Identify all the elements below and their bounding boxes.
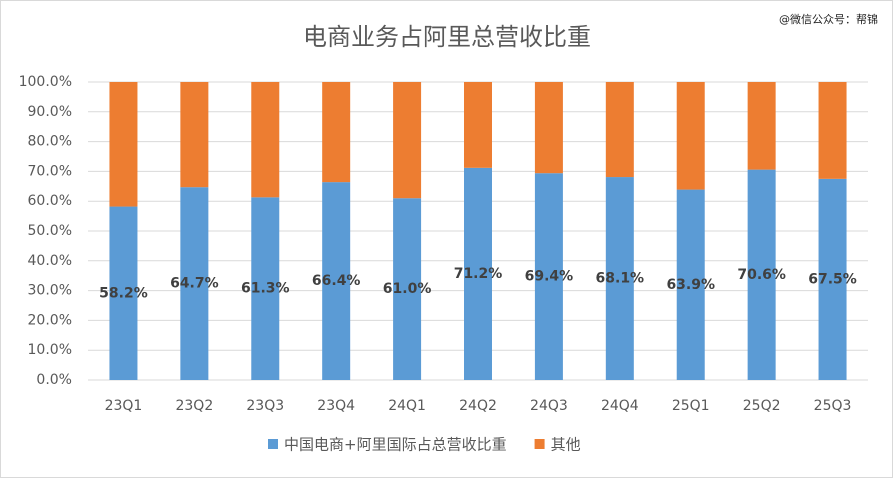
x-tick-label: 24Q4 [601,398,639,414]
value-label: 67.5% [808,271,857,287]
y-tick-label: 30.0% [28,283,72,299]
bar-segment [676,82,705,190]
bar-segment [180,82,209,188]
y-tick-label: 40.0% [28,253,72,269]
value-label: 69.4% [525,269,574,285]
bar-segment [109,82,138,207]
y-tick-label: 50.0% [28,223,72,239]
bar-segment [109,206,138,380]
legend-label: 中国电商+阿里国际占总营收比重 [284,436,507,454]
x-tick-label: 23Q1 [105,398,143,414]
bar-segment [464,167,492,380]
legend-label: 其他 [551,436,581,454]
x-tick-label: 25Q1 [672,398,710,414]
value-label: 64.7% [170,276,219,292]
y-tick-label: 10.0% [28,342,72,358]
value-label: 68.1% [596,271,645,287]
legend-swatch [534,439,545,449]
y-tick-label: 0.0% [36,372,72,388]
bar-segment [322,82,351,183]
bar-segment [534,173,563,380]
bar-segment [251,82,280,198]
x-tick-label: 25Q2 [743,398,781,414]
bar-segment [676,189,705,380]
chart-title: 电商业务占阿里总营收比重 [303,23,591,51]
bar-segment [605,82,634,178]
value-label: 63.9% [666,277,715,293]
bar-segment [818,178,847,380]
x-tick-label: 25Q3 [814,398,852,414]
bar-segment [251,197,280,380]
watermark: @微信公众号：帮锦 [779,12,878,26]
bar-segment [747,82,776,170]
bar-segment [605,177,634,380]
value-label: 58.2% [99,285,148,301]
bar-segment [464,82,492,168]
bar-segment [534,82,563,174]
x-tick-label: 23Q3 [246,398,284,414]
value-label: 61.0% [383,281,432,297]
x-tick-label: 24Q1 [388,398,426,414]
y-tick-label: 20.0% [28,312,72,328]
bar-segment [393,198,422,380]
y-tick-label: 100.0% [19,74,72,90]
x-tick-label: 23Q4 [317,398,355,414]
x-tick-label: 24Q3 [530,398,568,414]
bar-segment [180,187,209,380]
y-tick-label: 60.0% [28,193,72,209]
y-tick-label: 70.0% [28,163,72,179]
value-label: 66.4% [312,273,361,289]
value-label: 70.6% [737,267,786,283]
bar-segment [393,82,422,199]
bar-segment [322,182,351,380]
bar-segment [818,82,847,179]
value-label: 61.3% [241,281,290,297]
y-tick-label: 80.0% [28,134,72,150]
y-tick-label: 90.0% [28,104,72,120]
x-tick-label: 23Q2 [175,398,213,414]
value-label: 71.2% [454,266,503,282]
legend-swatch [268,439,278,449]
bar-segment [747,169,776,380]
x-tick-label: 24Q2 [459,398,497,414]
